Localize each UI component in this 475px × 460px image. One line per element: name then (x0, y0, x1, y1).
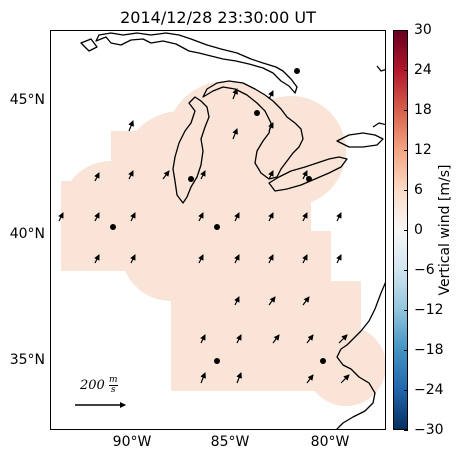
colorbar-tick-mark (404, 350, 408, 351)
colorbar-tick-mark (404, 110, 408, 111)
wind-vector (306, 374, 314, 384)
wind-vector (162, 170, 170, 180)
scale-key-label: 200 m s (80, 376, 118, 395)
wind-vector (268, 212, 274, 222)
wind-vector (336, 212, 342, 222)
colorbar-tick-mark (404, 230, 408, 231)
colorbar-tick-label: −6 (414, 262, 435, 278)
wind-vector (268, 296, 276, 306)
colorbar-tick-mark (404, 150, 408, 151)
wind-vector (234, 212, 240, 222)
station-marker (254, 110, 260, 116)
wind-vector (268, 170, 274, 180)
x-tick-90w: 90°W (112, 434, 152, 450)
northeast-coast (376, 65, 385, 72)
colorbar-tick-label: 12 (414, 142, 432, 158)
scale-key-unit-num: m (108, 375, 118, 386)
wind-vector (128, 170, 134, 180)
wind-vector (198, 212, 204, 222)
station-marker (214, 358, 220, 364)
station-marker (188, 176, 194, 182)
coastlines (80, 32, 385, 429)
field-patch (171, 281, 361, 391)
colorbar-tick-label: 6 (414, 182, 423, 198)
colorbar-tick-mark (404, 70, 408, 71)
y-tick-35n: 35°N (9, 352, 45, 368)
colorbar-tick-label: −12 (414, 302, 444, 318)
colorbar-tick-label: −30 (414, 422, 444, 438)
wind-vector (200, 170, 206, 180)
wind-vector (236, 334, 242, 344)
wind-vector (128, 120, 134, 132)
wind-vector (302, 296, 310, 306)
wind-vector (130, 212, 136, 222)
wind-vector (234, 254, 240, 264)
colorbar-tick-mark (404, 190, 408, 191)
nova-coast (372, 122, 385, 128)
colorbar-tick-mark (404, 390, 408, 391)
station-markers (110, 68, 326, 364)
lake-michigan-outline (172, 96, 210, 204)
atlantic-coast (336, 282, 385, 429)
scale-key-value: 200 (80, 378, 105, 393)
wind-vector (200, 372, 206, 384)
wind-vector (94, 172, 100, 182)
wind-vector (272, 334, 280, 344)
wind-vector (338, 334, 348, 344)
vertical-wind-field (61, 81, 385, 406)
wind-vector (302, 254, 308, 264)
wind-vector (268, 122, 274, 132)
wind-vector (94, 254, 100, 264)
colorbar-tick-mark (404, 30, 408, 31)
colorbar-tick-label: −18 (414, 342, 444, 358)
colorbar-tick-label: 18 (414, 102, 432, 118)
lake-huron-outline (202, 80, 304, 180)
station-marker (110, 224, 116, 230)
wind-vector (306, 334, 314, 344)
x-tick-80w: 80°W (310, 434, 350, 450)
wind-vector (234, 296, 240, 306)
wind-vector (302, 170, 308, 180)
y-tick-40n: 40°N (9, 226, 45, 242)
wind-vector (200, 334, 206, 344)
wind-vector (268, 90, 274, 100)
wind-vector (94, 212, 100, 222)
map-title: 2014/12/28 23:30:00 UT (120, 8, 316, 27)
wind-vector (232, 88, 238, 100)
y-tick-45n: 45°N (9, 92, 45, 108)
wind-vector (130, 254, 136, 264)
wind-vector (340, 374, 350, 384)
colorbar-tick-label: −24 (414, 382, 444, 398)
station-marker (294, 68, 300, 74)
colorbar-tick-label: 30 (414, 22, 432, 38)
lake-superior-outline (95, 32, 298, 94)
lake-erie-outline (268, 156, 348, 192)
station-marker (306, 176, 312, 182)
colorbar-tick-mark (404, 430, 408, 431)
station-marker (214, 224, 220, 230)
x-tick-85w: 85°W (210, 434, 250, 450)
wind-vector (236, 372, 242, 384)
colorbar-tick-mark (404, 310, 408, 311)
wind-vector (268, 254, 274, 264)
colorbar-tick-label: 0 (414, 222, 423, 238)
scale-key-unit-den: s (110, 385, 116, 395)
wind-vector (58, 212, 64, 222)
wind-vector (232, 128, 238, 140)
map-panel (50, 30, 386, 430)
wind-vector (336, 254, 342, 264)
map-canvas (58, 32, 385, 429)
islands (80, 38, 98, 52)
wind-vectors (58, 88, 350, 384)
station-marker (320, 358, 326, 364)
lake-ontario-outline (336, 132, 384, 148)
colorbar-tick-label: 24 (414, 62, 432, 78)
colorbar-tick-mark (404, 270, 408, 271)
wind-vector (198, 254, 204, 264)
colorbar-label: Vertical wind [m/s] (437, 164, 453, 296)
wind-vector (302, 212, 308, 222)
